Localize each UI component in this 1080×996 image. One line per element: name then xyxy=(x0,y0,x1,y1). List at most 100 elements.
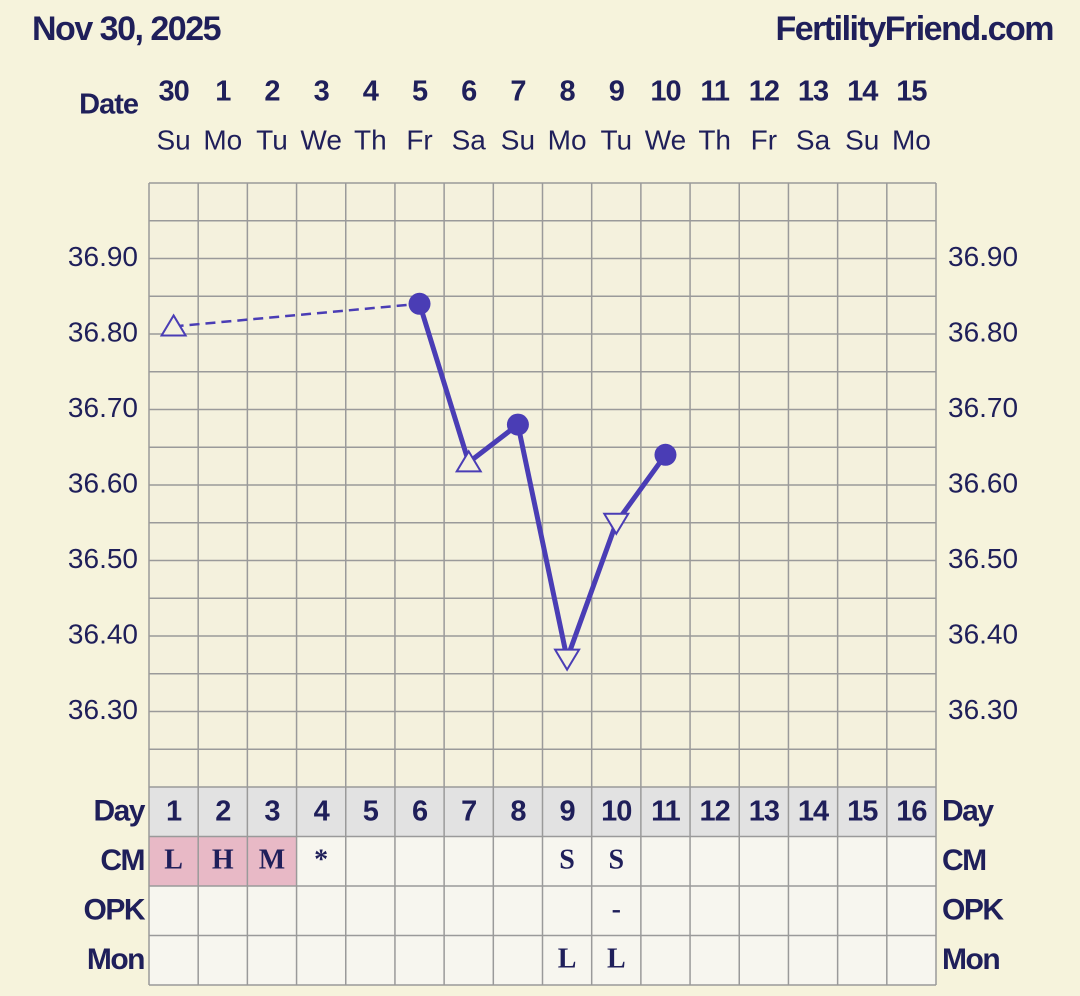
date-number: 10 xyxy=(650,76,680,108)
day-number: 6 xyxy=(412,795,428,827)
y-tick-label-right: 36.70 xyxy=(948,392,1018,423)
date-number: 4 xyxy=(363,76,379,108)
y-tick-label: 36.70 xyxy=(68,392,138,423)
y-tick-label: 36.50 xyxy=(68,543,138,574)
day-cell xyxy=(345,787,395,837)
day-cell xyxy=(296,787,346,837)
table-cell xyxy=(345,886,395,936)
weekday: Tu xyxy=(256,124,288,155)
table-cell xyxy=(886,935,936,985)
table-cell xyxy=(739,886,789,936)
date-number: 14 xyxy=(847,76,878,108)
y-tick-label: 36.60 xyxy=(68,467,138,498)
day-number: 1 xyxy=(166,795,182,827)
day-number: 11 xyxy=(651,795,681,827)
day-cell xyxy=(149,787,199,837)
table-cell xyxy=(542,935,592,985)
table-cell xyxy=(886,836,936,886)
table-cell xyxy=(247,836,297,886)
weekday: Sa xyxy=(452,124,487,155)
cell-text: L xyxy=(607,944,626,975)
day-number: 9 xyxy=(560,795,576,827)
table-cell xyxy=(837,836,887,886)
table-cell xyxy=(640,886,691,936)
table-cell xyxy=(296,935,346,985)
table-cell xyxy=(640,836,691,886)
y-tick-label-right: 36.40 xyxy=(948,618,1018,649)
weekday: Fr xyxy=(406,124,432,155)
weekday: Su xyxy=(156,124,190,155)
site-name: FertilityFriend.com xyxy=(775,10,1053,48)
date-number: 12 xyxy=(749,76,779,108)
cell-text: - xyxy=(612,894,621,925)
table-cell xyxy=(837,886,887,936)
date-number: 13 xyxy=(798,76,829,108)
table-cell xyxy=(296,836,346,886)
temp-point-open xyxy=(454,449,483,473)
date-number: 3 xyxy=(314,76,330,108)
day-number: 12 xyxy=(700,795,730,827)
weekday: Tu xyxy=(600,124,632,155)
y-tick-label-right: 36.80 xyxy=(948,316,1018,347)
row-label-right: CM xyxy=(942,844,986,877)
day-cell xyxy=(444,787,494,837)
temp-point xyxy=(506,413,529,436)
cell-text: M xyxy=(259,845,285,876)
day-number: 3 xyxy=(264,795,280,827)
table-cell xyxy=(739,935,789,985)
table-cell xyxy=(198,935,248,985)
table-cell xyxy=(247,886,297,936)
row-label-right: Day xyxy=(942,795,994,828)
weekday: We xyxy=(645,124,687,155)
weekday: Sa xyxy=(796,124,831,155)
date-label: Date xyxy=(79,89,139,121)
table-cell xyxy=(739,836,789,886)
weekday: We xyxy=(300,124,342,155)
table-cell xyxy=(247,935,297,985)
table-cell xyxy=(591,836,641,886)
table-cell xyxy=(640,935,691,985)
date-number: 1 xyxy=(215,76,231,108)
day-cell xyxy=(198,787,248,837)
row-label-right: OPK xyxy=(942,894,1004,927)
table-cell xyxy=(394,935,445,985)
table-cell xyxy=(444,886,494,936)
day-number: 5 xyxy=(363,795,379,827)
y-tick-label-right: 36.30 xyxy=(948,694,1018,725)
day-number: 4 xyxy=(314,795,330,827)
temp-line xyxy=(417,303,668,662)
day-cell xyxy=(247,787,297,837)
day-number: 14 xyxy=(798,795,829,827)
temp-point-open xyxy=(602,512,631,536)
table-cell xyxy=(493,935,543,985)
row-label: Day xyxy=(93,795,145,828)
row-label-right: Mon xyxy=(942,943,999,976)
table-cell xyxy=(493,836,543,886)
table-cell xyxy=(394,886,445,936)
day-cell xyxy=(690,787,740,837)
day-number: 13 xyxy=(749,795,780,827)
weekday: Su xyxy=(501,124,535,155)
y-tick-label: 36.90 xyxy=(68,241,138,272)
cell-text: * xyxy=(314,845,328,876)
day-cell xyxy=(591,787,641,837)
weekday: Th xyxy=(698,124,731,155)
table-cell xyxy=(149,935,199,985)
temp-point xyxy=(408,292,431,315)
table-cell xyxy=(788,886,838,936)
table-cell xyxy=(394,836,445,886)
day-number: 16 xyxy=(896,795,927,827)
date-number: 6 xyxy=(461,76,477,108)
weekday: Th xyxy=(354,124,387,155)
day-number: 15 xyxy=(847,795,878,827)
row-label: OPK xyxy=(83,894,145,927)
y-tick-label: 36.30 xyxy=(68,694,138,725)
day-number: 2 xyxy=(215,795,230,827)
row-label: Mon xyxy=(87,943,144,976)
cell-text: H xyxy=(212,845,234,876)
day-cell xyxy=(886,787,936,837)
weekday: Mo xyxy=(548,124,587,155)
y-tick-label: 36.80 xyxy=(68,316,138,347)
chart-title: Nov 30, 2025 xyxy=(32,10,221,48)
